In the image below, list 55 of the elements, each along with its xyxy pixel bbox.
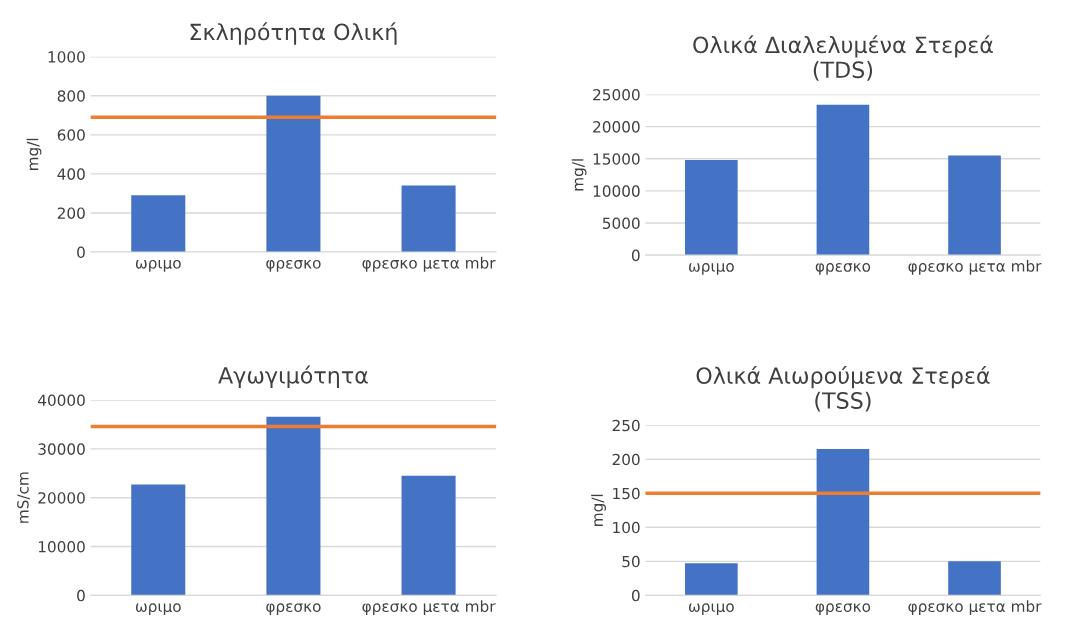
bar xyxy=(948,155,1001,256)
bar xyxy=(266,95,321,252)
bar xyxy=(131,484,186,596)
y-tick-label: 30000 xyxy=(38,443,85,455)
bar xyxy=(131,195,186,252)
x-tick-label: ωριμο xyxy=(135,603,181,615)
y-axis-title: mg/l xyxy=(26,138,42,170)
bar xyxy=(401,185,456,252)
bar xyxy=(685,563,738,596)
y-tick-label: 20000 xyxy=(38,492,85,504)
x-tick-label: φρεσκο xyxy=(266,603,321,615)
x-tick-label: φρεσκο μετα mbr xyxy=(362,600,496,615)
y-tick-label: 150 xyxy=(613,487,640,500)
y-tick-label: 200 xyxy=(612,453,640,466)
chart-title: Ολικά Αιωρούμενα Στερεά (TSS) xyxy=(696,365,990,412)
y-tick-label: 15000 xyxy=(593,153,640,165)
y-tick-label: 800 xyxy=(57,90,85,102)
y-tick-label: 0 xyxy=(77,246,85,259)
bar xyxy=(685,160,738,256)
y-axis-title: mS/cm xyxy=(17,472,30,523)
x-tick-label: φρεσκο xyxy=(266,259,321,272)
y-tick-label: 400 xyxy=(57,168,85,180)
x-tick-label: φρεσκο μετα mbr xyxy=(908,260,1042,275)
bar xyxy=(401,475,456,596)
x-tick-label: ωριμο xyxy=(135,259,181,272)
y-tick-label: 0 xyxy=(631,249,640,262)
y-axis-title: mg/l xyxy=(571,159,587,191)
y-axis-title: mg/l xyxy=(591,494,606,526)
y-tick-label: 40000 xyxy=(37,394,85,407)
y-tick-label: 10000 xyxy=(38,540,85,553)
y-tick-label: 250 xyxy=(612,419,640,432)
y-tick-label: 20000 xyxy=(593,121,640,133)
y-tick-label: 5000 xyxy=(602,217,640,230)
chart-title: Αγωγιμότητα xyxy=(218,365,368,388)
chart-title: Σκληρότητα Ολική xyxy=(190,22,397,45)
chart-title: Ολικά Διαλελυμένα Στερεά (TDS) xyxy=(693,35,993,81)
x-tick-label: φρεσκο xyxy=(815,263,871,275)
y-tick-label: 100 xyxy=(613,521,640,534)
y-tick-label: 600 xyxy=(57,129,85,141)
bar xyxy=(266,416,321,596)
x-tick-label: ωριμο xyxy=(688,263,734,275)
y-tick-label: 200 xyxy=(57,207,85,219)
y-tick-label: 10000 xyxy=(593,185,640,197)
y-tick-label: 0 xyxy=(77,589,85,602)
bar xyxy=(816,104,870,256)
x-tick-label: φρεσκο xyxy=(815,603,871,615)
y-tick-label: 0 xyxy=(631,589,640,602)
bar xyxy=(816,449,870,596)
x-tick-label: ωριμο xyxy=(688,603,734,615)
y-tick-label: 25000 xyxy=(593,88,640,101)
y-tick-label: 1000 xyxy=(48,51,85,63)
x-tick-label: φρεσκο μετα mbr xyxy=(908,600,1042,615)
x-tick-label: φρεσκο μετα mbr xyxy=(362,256,496,272)
bar xyxy=(948,561,1001,596)
y-tick-label: 50 xyxy=(622,555,640,568)
